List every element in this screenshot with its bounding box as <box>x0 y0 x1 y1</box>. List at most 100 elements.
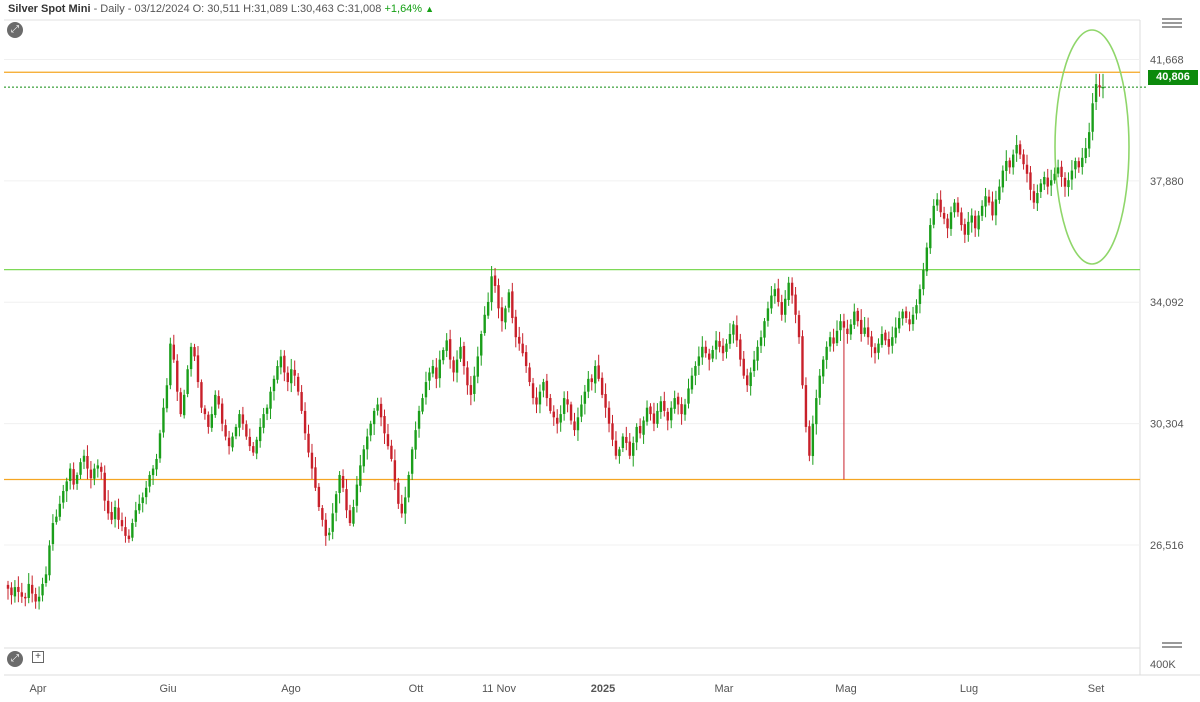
y-tick-label: 37,880 <box>1150 176 1184 188</box>
candle-body <box>376 404 379 411</box>
candle-body <box>856 310 859 322</box>
expand-bottom-icon[interactable]: ⤢ <box>7 651 23 667</box>
candle-body <box>735 325 739 341</box>
candle <box>96 459 100 478</box>
candle <box>531 377 535 405</box>
candle <box>220 398 224 432</box>
candle-body <box>566 399 569 405</box>
candle-body <box>279 356 283 368</box>
candle-body <box>345 489 348 511</box>
candle-body <box>569 404 573 421</box>
candle-body <box>531 383 535 399</box>
candle <box>124 516 127 543</box>
candle <box>828 331 832 352</box>
symbol-name: Silver Spot Mini <box>8 3 91 15</box>
candle <box>514 309 517 348</box>
candle <box>970 208 973 233</box>
candle <box>138 494 141 514</box>
candle <box>10 582 13 605</box>
candle-body <box>1015 144 1018 154</box>
candle <box>1015 135 1018 162</box>
candle <box>604 383 607 418</box>
candle <box>704 340 707 358</box>
candle <box>407 471 410 503</box>
candle-body <box>290 369 293 384</box>
candle <box>252 442 255 456</box>
candle-body <box>873 347 877 354</box>
candle <box>649 403 652 421</box>
candle <box>203 405 207 420</box>
candle <box>383 409 386 445</box>
x-tick-label: Giu <box>159 683 176 695</box>
expand-icon[interactable]: ⤢ <box>7 22 23 38</box>
candle-body <box>79 462 82 475</box>
candle-body <box>124 527 127 536</box>
candle-body <box>200 382 203 408</box>
candle <box>352 499 355 527</box>
menu-bottom-icon[interactable] <box>1162 642 1182 650</box>
candle-body <box>808 426 811 456</box>
candle <box>556 409 559 434</box>
candle <box>797 310 801 344</box>
ohlc-info: - Daily - 03/12/2024 O: 30,511 H:31,089 … <box>90 3 385 15</box>
candle <box>459 337 462 362</box>
candle-body <box>573 421 576 431</box>
candle <box>89 461 93 489</box>
candle-body <box>469 385 473 395</box>
candle-body <box>165 385 169 409</box>
x-tick-label: Mag <box>835 683 856 695</box>
candle-body <box>994 199 998 216</box>
candle-body <box>780 302 783 315</box>
candle-body <box>594 366 597 384</box>
candle <box>694 361 697 386</box>
candle-body <box>818 375 821 398</box>
candle-body <box>500 307 504 322</box>
candle-body <box>1008 160 1011 168</box>
candle-body <box>632 442 635 456</box>
candle <box>445 333 448 358</box>
candle <box>542 378 545 398</box>
candle-body <box>220 403 224 424</box>
candle <box>44 566 48 587</box>
candle-body <box>656 410 659 424</box>
candle-body <box>138 503 141 511</box>
candle <box>759 330 763 353</box>
candle <box>393 449 397 491</box>
candle-body <box>390 445 393 459</box>
candle <box>891 326 894 354</box>
candle-body <box>262 414 265 428</box>
candle-body <box>732 324 735 335</box>
candle <box>894 317 897 344</box>
candle-body <box>1063 177 1067 187</box>
candle <box>766 301 770 327</box>
candle <box>801 330 804 389</box>
candle-body <box>704 346 707 354</box>
candle <box>711 345 714 363</box>
candle-body <box>359 465 362 486</box>
candle <box>245 420 248 440</box>
candle <box>780 294 783 321</box>
candle <box>317 483 321 511</box>
candle-body <box>1101 87 1105 89</box>
candle <box>721 338 725 362</box>
candle <box>497 278 500 319</box>
candle-body <box>801 336 804 386</box>
candle <box>30 575 34 603</box>
candle <box>359 454 362 493</box>
candle <box>597 354 600 382</box>
candle <box>642 416 645 444</box>
candle <box>186 365 189 398</box>
candle-body <box>901 311 904 319</box>
add-indicator-icon[interactable]: + <box>32 651 44 663</box>
candle-body <box>815 398 818 425</box>
candle <box>86 445 89 480</box>
x-tick-label: 2025 <box>591 683 615 695</box>
candle <box>1043 171 1046 191</box>
menu-top-icon[interactable] <box>1162 18 1182 30</box>
candle <box>942 206 946 225</box>
candle <box>127 529 131 543</box>
candle <box>708 348 711 371</box>
candle-body <box>587 378 590 392</box>
candle <box>369 420 372 442</box>
